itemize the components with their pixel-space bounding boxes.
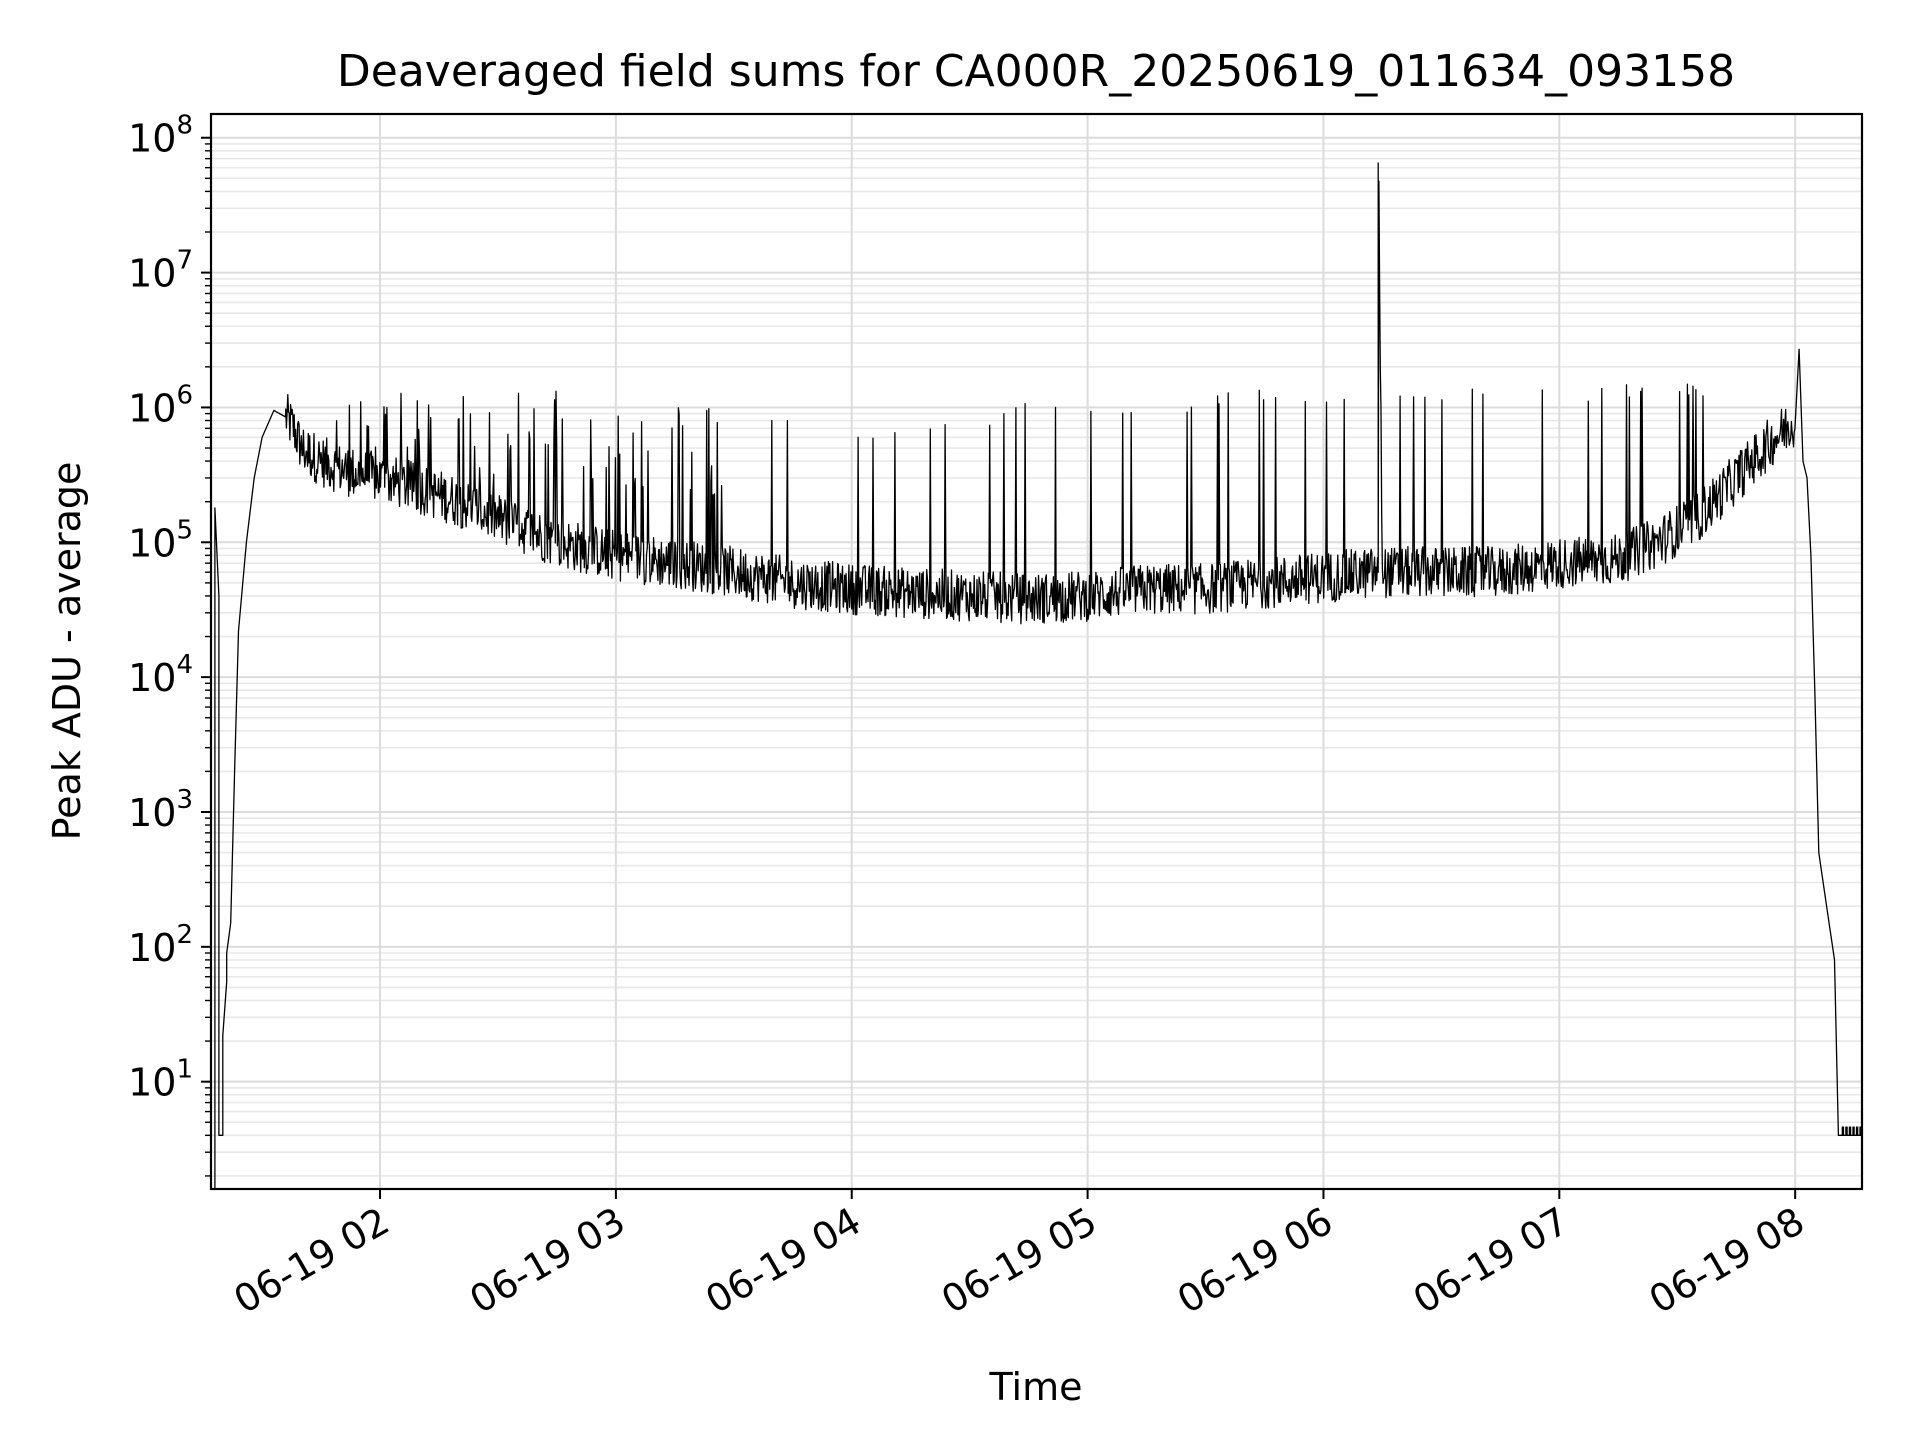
y-tick-label: 105 bbox=[128, 515, 193, 565]
y-axis: 101 102 103 104 105 106 107 108 bbox=[128, 111, 211, 1177]
y-tick-label: 104 bbox=[128, 650, 193, 700]
y-tick-label: 107 bbox=[128, 246, 193, 296]
grid-lines bbox=[211, 114, 1862, 1189]
axes-frame bbox=[209, 112, 1864, 1191]
plot-area bbox=[214, 162, 1862, 1189]
y-tick-label: 106 bbox=[128, 380, 193, 430]
series-line bbox=[214, 162, 1862, 1189]
chart-title: Deaveraged field sums for CA000R_2025061… bbox=[337, 46, 1735, 97]
y-tick-label: 103 bbox=[128, 785, 193, 835]
y-tick-label: 102 bbox=[128, 920, 193, 970]
y-tick-label: 108 bbox=[128, 111, 193, 161]
y-tick-label: 101 bbox=[128, 1055, 193, 1105]
y-axis-label: Peak ADU - average bbox=[45, 462, 89, 841]
x-axis-label: Time bbox=[989, 1365, 1083, 1409]
